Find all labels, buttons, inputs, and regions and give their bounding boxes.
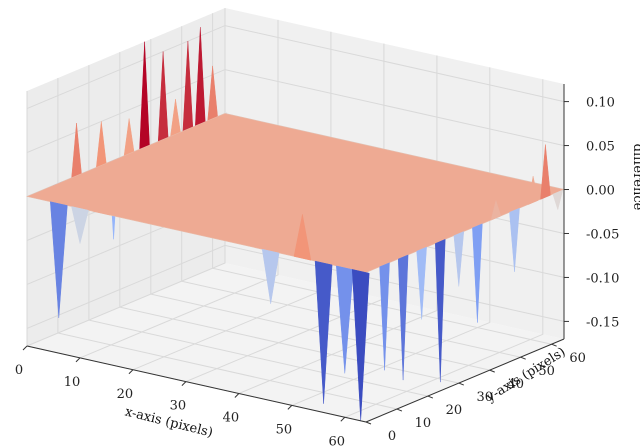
grid-line-x bbox=[79, 19, 279, 359]
y-tick-label: 50 bbox=[538, 364, 555, 379]
surface bbox=[26, 27, 565, 421]
z-tick-label: 0.05 bbox=[586, 140, 615, 155]
grid-line-x bbox=[344, 79, 544, 418]
y-tick-mark bbox=[520, 356, 526, 360]
x-tick-label: 20 bbox=[117, 387, 134, 402]
y-tick-mark bbox=[396, 408, 403, 412]
surface-spike bbox=[490, 199, 502, 221]
x-axis-line bbox=[26, 345, 367, 423]
x-tick-mark bbox=[75, 357, 81, 363]
surface-spike bbox=[379, 262, 390, 371]
x-tick-mark bbox=[287, 405, 293, 410]
z-tick-label: 0.00 bbox=[586, 184, 615, 199]
grid-line-z bbox=[26, 69, 565, 154]
y-tick-mark bbox=[458, 382, 464, 386]
y-tick-label: 30 bbox=[477, 390, 494, 405]
y-tick-mark bbox=[365, 421, 372, 425]
surface-spike bbox=[397, 254, 409, 381]
surface-spike bbox=[435, 238, 446, 383]
z-tick-label: -0.10 bbox=[586, 271, 619, 286]
x-tick-label: 60 bbox=[329, 434, 346, 447]
grid-line-z bbox=[26, 244, 565, 329]
x-tick-label: 10 bbox=[64, 375, 81, 390]
grid-line-x bbox=[238, 55, 438, 394]
surface-spike bbox=[50, 201, 68, 319]
surface-spike bbox=[92, 185, 110, 216]
surface-spike bbox=[453, 231, 465, 287]
y-tick-label: 0 bbox=[388, 429, 396, 444]
grid-line-x bbox=[291, 67, 491, 406]
surface-spike bbox=[314, 260, 333, 404]
grid-line-z bbox=[26, 25, 565, 110]
x-tick-label: 40 bbox=[223, 411, 240, 426]
grid-line-y bbox=[181, 26, 521, 358]
y-tick-mark bbox=[551, 343, 557, 347]
y-tick-label: 60 bbox=[569, 351, 586, 366]
x-tick-mark bbox=[128, 369, 134, 375]
z-tick-label: -0.15 bbox=[586, 315, 619, 330]
x-tick-label: 0 bbox=[15, 363, 23, 378]
surface-spike bbox=[71, 206, 89, 244]
x-tick-mark bbox=[181, 381, 187, 386]
surface-spike bbox=[351, 269, 370, 421]
surface-spike bbox=[261, 248, 280, 304]
z-tick-label: -0.05 bbox=[586, 227, 619, 242]
surface-spike bbox=[416, 246, 427, 320]
surface-spike bbox=[527, 176, 539, 206]
surface-spike bbox=[336, 265, 354, 374]
floor-pane bbox=[27, 263, 564, 422]
y-tick-label: 40 bbox=[507, 377, 524, 392]
y-axis-line bbox=[365, 338, 565, 423]
surface-spike bbox=[509, 207, 520, 272]
grid-line-y bbox=[57, 78, 398, 410]
axes: 0 10 20 30 40 50 60 0 10 20 30 40 50 60 -0.15 -0.10 -0.0… bbox=[15, 84, 619, 447]
grid-line-x bbox=[26, 8, 226, 347]
y-tick-mark bbox=[489, 369, 495, 373]
x-tick-mark bbox=[340, 416, 346, 422]
x-tick-mark bbox=[22, 345, 28, 351]
grid-line-y bbox=[150, 39, 490, 371]
y-tick-label: 10 bbox=[415, 416, 432, 431]
surface-spike bbox=[540, 144, 551, 200]
surface-spike bbox=[552, 189, 564, 211]
surface-spike bbox=[472, 223, 483, 323]
grid-line-y bbox=[88, 65, 429, 397]
y-tick-label: 20 bbox=[446, 403, 463, 418]
x-tick-mark bbox=[234, 393, 240, 398]
z-axis-label: difference bbox=[630, 144, 640, 211]
x-tick-label: 30 bbox=[170, 399, 187, 414]
y-tick-mark bbox=[427, 395, 434, 399]
x-tick-label: 50 bbox=[276, 422, 293, 437]
z-tick-label: 0.10 bbox=[586, 96, 615, 111]
surface-spike bbox=[293, 214, 312, 261]
